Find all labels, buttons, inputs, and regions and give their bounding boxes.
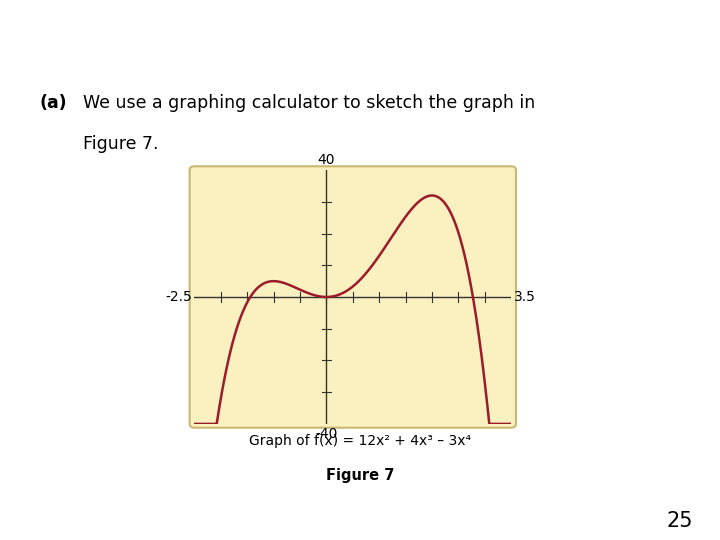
Text: We use a graphing calculator to sketch the graph in: We use a graphing calculator to sketch t…	[83, 94, 535, 112]
Text: -40: -40	[315, 427, 338, 441]
Text: – Solution: – Solution	[306, 24, 477, 52]
Text: 6: 6	[274, 24, 294, 52]
Text: 40: 40	[318, 153, 335, 167]
Text: Figure 7.: Figure 7.	[83, 134, 158, 153]
Text: -2.5: -2.5	[165, 290, 192, 304]
Text: Example: Example	[16, 24, 155, 52]
FancyBboxPatch shape	[189, 166, 516, 428]
Text: 3.5: 3.5	[514, 290, 536, 304]
Text: 25: 25	[666, 510, 693, 531]
Text: (a): (a)	[40, 94, 67, 112]
Text: Graph of f(x) = 12x² + 4x³ – 3x⁴: Graph of f(x) = 12x² + 4x³ – 3x⁴	[249, 434, 471, 448]
Text: Figure 7: Figure 7	[326, 469, 394, 483]
